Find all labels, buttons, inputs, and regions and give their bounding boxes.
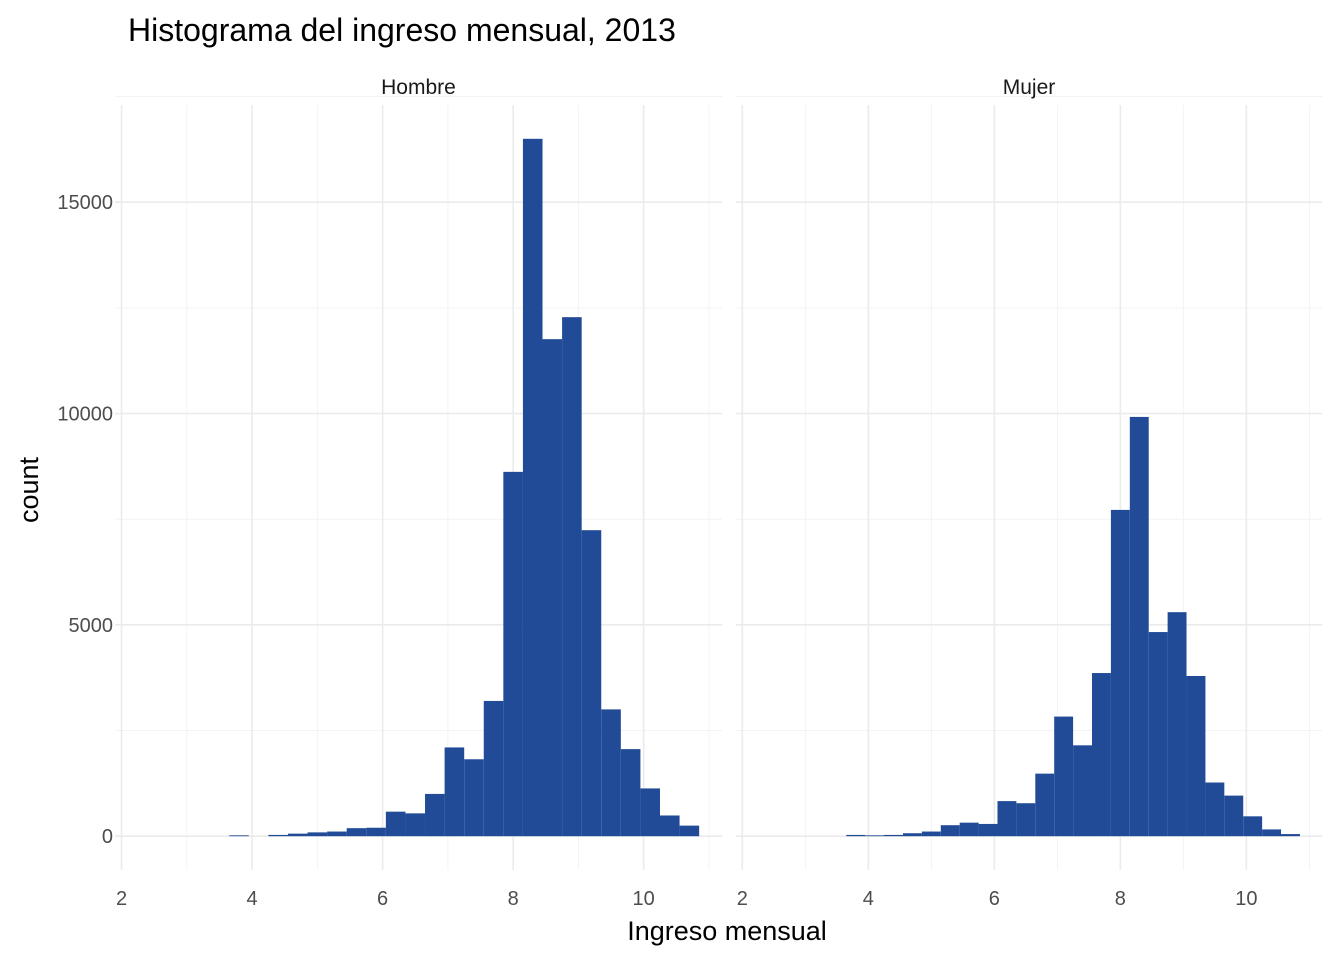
histogram-bar <box>846 834 866 837</box>
histogram-bar <box>620 749 641 837</box>
x-tick-label: 10 <box>1235 888 1257 910</box>
histogram-bar <box>307 832 328 837</box>
histogram-bar <box>562 317 582 837</box>
histogram-bar <box>1148 632 1168 837</box>
y-axis-title: count <box>14 456 44 523</box>
histogram-bar <box>268 834 288 837</box>
histogram-bar <box>229 835 249 837</box>
x-tick-label: 6 <box>989 888 1000 910</box>
facet-strip-label: Hombre <box>381 76 456 99</box>
x-axis-title: Ingreso mensual <box>627 916 827 946</box>
x-tick-label: 8 <box>1115 888 1126 910</box>
chart-title: Histograma del ingreso mensual, 2013 <box>128 12 676 48</box>
x-tick-label: 4 <box>247 888 258 910</box>
x-tick-label: 8 <box>508 888 519 910</box>
histogram-bar <box>679 825 700 837</box>
histogram-bar <box>978 823 998 837</box>
histogram-bar <box>884 834 903 837</box>
histogram-bar <box>503 471 523 837</box>
histogram-bar <box>327 831 347 837</box>
x-tick-label: 6 <box>377 888 388 910</box>
x-tick-label: 2 <box>116 888 127 910</box>
histogram-bar <box>865 835 885 837</box>
histogram-bar <box>1092 673 1111 837</box>
x-tick-label: 4 <box>863 888 874 910</box>
histogram-bar <box>366 827 386 837</box>
histogram-bar <box>483 700 504 837</box>
y-tick-label: 15000 <box>57 192 113 214</box>
histogram-bar <box>405 813 426 837</box>
histogram-bar <box>1167 612 1187 837</box>
facet-strip-label: Mujer <box>1003 76 1056 99</box>
histogram-bar <box>464 759 484 837</box>
x-tick-label: 10 <box>633 888 655 910</box>
facet-panel-mujer: Mujer 2 4 6 8 10 <box>736 76 1322 910</box>
facet-panel-hombre: Hombre 2 4 6 8 10 0 5000 10000 15000 <box>57 76 722 910</box>
histogram-bar <box>1054 716 1074 837</box>
histogram-bar <box>1205 782 1225 837</box>
histogram-bar <box>444 747 465 837</box>
histogram-bar <box>1186 676 1206 837</box>
histogram-bar <box>1243 816 1263 837</box>
histogram-bar <box>997 801 1017 837</box>
histogram-bar <box>1073 745 1093 837</box>
histogram-bar <box>1129 416 1149 837</box>
y-tick-label: 0 <box>102 826 113 848</box>
histogram-bar <box>287 833 308 837</box>
histogram-bar <box>581 530 602 837</box>
histogram-bar <box>1110 509 1130 837</box>
histogram-bar <box>1262 829 1282 837</box>
histogram-bar <box>385 811 406 837</box>
histogram-bar <box>542 339 563 837</box>
histogram-bar <box>1224 795 1244 837</box>
histogram-bar <box>1281 834 1300 837</box>
y-tick-label: 5000 <box>69 615 114 637</box>
histogram-bar <box>640 788 660 837</box>
y-tick-label: 10000 <box>57 404 113 426</box>
x-tick-label: 2 <box>737 888 748 910</box>
histogram-bar <box>921 831 941 837</box>
histogram-bar <box>522 138 543 837</box>
histogram-bar <box>959 822 979 837</box>
histogram-bar <box>902 833 922 837</box>
histogram-bar <box>940 825 960 837</box>
histogram-bar <box>1035 773 1055 837</box>
histogram-bar <box>425 793 445 837</box>
histogram-bar <box>659 815 680 837</box>
histogram-bar <box>346 828 367 837</box>
histogram-bar <box>1016 803 1036 837</box>
histogram-bar <box>601 709 621 837</box>
